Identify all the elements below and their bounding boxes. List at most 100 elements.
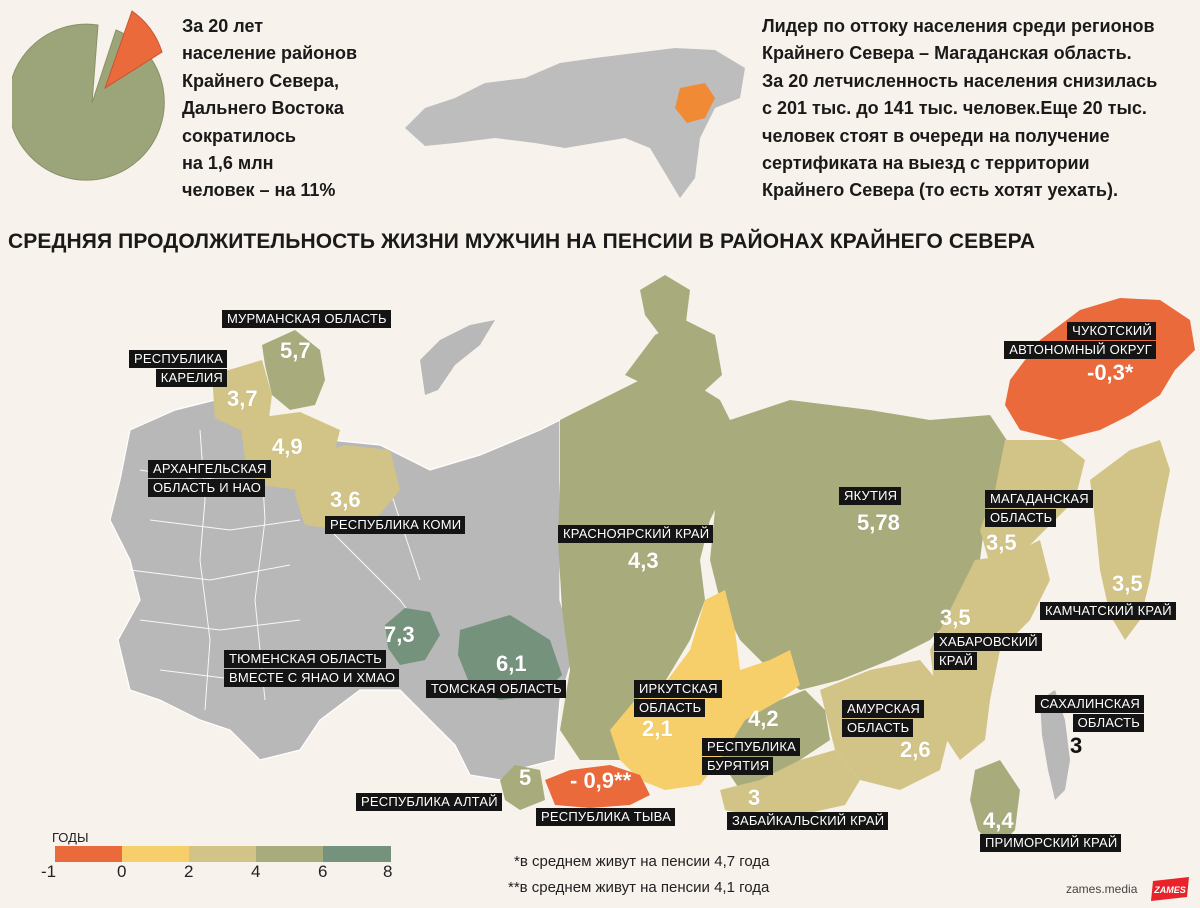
region-label: КАРЕЛИЯ [155,369,227,387]
intro-right-text: Лидер по оттоку населения среди регионов… [762,13,1182,205]
intro-left-line: на 1,6 млн [182,153,274,174]
karelia-shape [212,360,272,430]
pie-share-slice [104,10,163,90]
label-arkhangelsk: АРХАНГЕЛЬСКАЯ ОБЛАСТЬ И НАО [148,460,271,498]
footnote-2: **в среднем живут на пенсии 4,1 года [508,879,770,896]
legend-swatch-6-8 [323,846,391,862]
legend-swatch-4-6 [256,846,323,862]
value-zabaikalsky: 3 [748,785,761,810]
legend-swatch-neg1-0 [55,846,122,862]
intro-left-line: человек – на 11% [182,180,336,201]
intro-right-line: Крайнего Севера (то есть хотят уехать). [762,180,1118,201]
label-karelia: РЕСПУБЛИКА КАРЕЛИЯ [122,350,227,388]
label-tyva: РЕСПУБЛИКА ТЫВА [536,808,675,827]
legend-title: ГОДЫ [52,830,89,845]
region-label: ЯКУТИЯ [839,487,902,505]
region-label: ВМЕСТЕ С ЯНАО И ХМАО [224,669,400,687]
label-irkutsk: ИРКУТСКАЯ ОБЛАСТЬ [634,680,722,718]
label-magadan: МАГАДАНСКАЯ ОБЛАСТЬ [985,490,1093,528]
value-chukotka: -0,3* [1087,360,1134,385]
tyva-shape [545,765,650,808]
value-tyumen: 7,3 [384,622,415,647]
intro-right-line: человек стоят в очереди на получение [762,125,1110,146]
altai-shape [500,765,545,810]
site-credit: zames.media [1066,882,1138,896]
value-murmansk: 5,7 [280,338,311,363]
value-sakhalin: 3 [1070,733,1083,758]
value-altai: 5 [519,765,532,790]
region-label: РЕСПУБЛИКА АЛТАЙ [356,793,502,811]
intro-left-line: За 20 лет [182,16,264,36]
region-label: ОБЛАСТЬ [985,509,1057,527]
sakhalin-shape [1040,690,1070,800]
region-label: АРХАНГЕЛЬСКАЯ [148,460,271,478]
label-murmansk: МУРМАНСКАЯ ОБЛАСТЬ [222,310,391,329]
region-label: ОБЛАСТЬ [634,699,706,717]
mini-russia-map [405,48,745,198]
tyumen-shape [385,608,440,665]
logo-shape [1151,877,1189,901]
krasnoyarsk-shape [558,375,740,760]
label-tyumen: ТЮМЕНСКАЯ ОБЛАСТЬ ВМЕСТЕ С ЯНАО И ХМАО [224,650,400,688]
yakutia-shape [710,400,1010,690]
legend-tick: 6 [318,862,328,881]
legend-swatch-0-2 [122,846,189,862]
region-label: ХАБАРОВСКИЙ [934,633,1042,651]
label-krasnoyarsk: КРАСНОЯРСКИЙ КРАЙ [558,525,714,544]
region-label: ОБЛАСТЬ [1072,714,1144,732]
value-tomsk: 6,1 [496,651,527,676]
label-altai: РЕСПУБЛИКА АЛТАЙ [356,793,502,812]
value-khabarovsk: 3,5 [940,605,971,630]
region-label: АМУРСКАЯ [842,700,924,718]
region-label: ТЮМЕНСКАЯ ОБЛАСТЬ [224,650,386,668]
region-label: САХАЛИНСКАЯ [1035,695,1144,713]
zames-logo: ZAMES [1151,877,1189,901]
label-buryatia: РЕСПУБЛИКА БУРЯТИЯ [702,738,800,776]
legend-tick: 0 [117,862,127,881]
region-label: КАМЧАТСКИЙ КРАЙ [1040,602,1176,620]
legend-tick: 8 [383,862,393,881]
taimyr-shape [625,320,722,395]
intro-right-line: Лидер по оттоку населения среди регионов [762,16,1155,36]
value-tyva: - 0,9** [570,768,632,793]
value-yakutia: 5,78 [857,510,900,535]
logo-text: ZAMES [1153,885,1186,895]
region-label: ЧУКОТСКИЙ [1067,322,1156,340]
label-chukotka: ЧУКОТСКИЙ АВТОНОМНЫЙ ОКРУГ [960,322,1156,360]
murmansk-shape [262,330,325,410]
value-karelia: 3,7 [227,386,258,411]
komi-shape [295,445,400,530]
label-zabaikalsky: ЗАБАЙКАЛЬСКИЙ КРАЙ [727,812,889,831]
intro-right-line: Крайнего Севера – Магаданская область. [762,43,1132,64]
intro-left-line: Крайнего Севера, [182,70,340,91]
label-primorsky: ПРИМОРСКИЙ КРАЙ [980,834,1122,853]
region-label: ИРКУТСКАЯ [634,680,722,698]
region-label: ТОМСКАЯ ОБЛАСТЬ [426,680,566,698]
label-khabarovsk: ХАБАРОВСКИЙ КРАЙ [934,633,1042,671]
legend-color-scale [55,846,391,862]
intro-right-line: сертификата на выезд с территории [762,153,1090,174]
value-magadan: 3,5 [986,530,1017,555]
intro-right-line: За 20 летчисленность населения снизилась [762,70,1158,91]
label-kamchatka: КАМЧАТСКИЙ КРАЙ [1040,602,1176,621]
tomsk-shape [458,615,562,700]
region-label: БУРЯТИЯ [702,757,774,775]
kamchatka-shape [1090,440,1170,640]
region-label: РЕСПУБЛИКА [702,738,800,756]
region-label: МАГАДАНСКАЯ [985,490,1093,508]
region-label: ЗАБАЙКАЛЬСКИЙ КРАЙ [727,812,889,830]
region-label: ПРИМОРСКИЙ КРАЙ [980,834,1122,852]
label-yakutia: ЯКУТИЯ [839,487,902,506]
primorsky-shape [970,760,1020,850]
region-label: АВТОНОМНЫЙ ОКРУГ [1004,341,1156,359]
intro-left-line: Дальнего Востока [182,98,344,119]
legend-tick: 4 [251,862,261,881]
value-amur: 2,6 [900,737,931,762]
intro-left-line: сократилось [182,125,296,146]
value-buryatia: 4,2 [748,706,779,731]
mini-map-magadan [675,83,715,123]
region-label: КРАЙ [934,652,978,670]
region-label: ОБЛАСТЬ И НАО [148,479,266,497]
legend-swatch-2-4 [189,846,256,862]
novaya-zemlya-shape [420,320,495,395]
